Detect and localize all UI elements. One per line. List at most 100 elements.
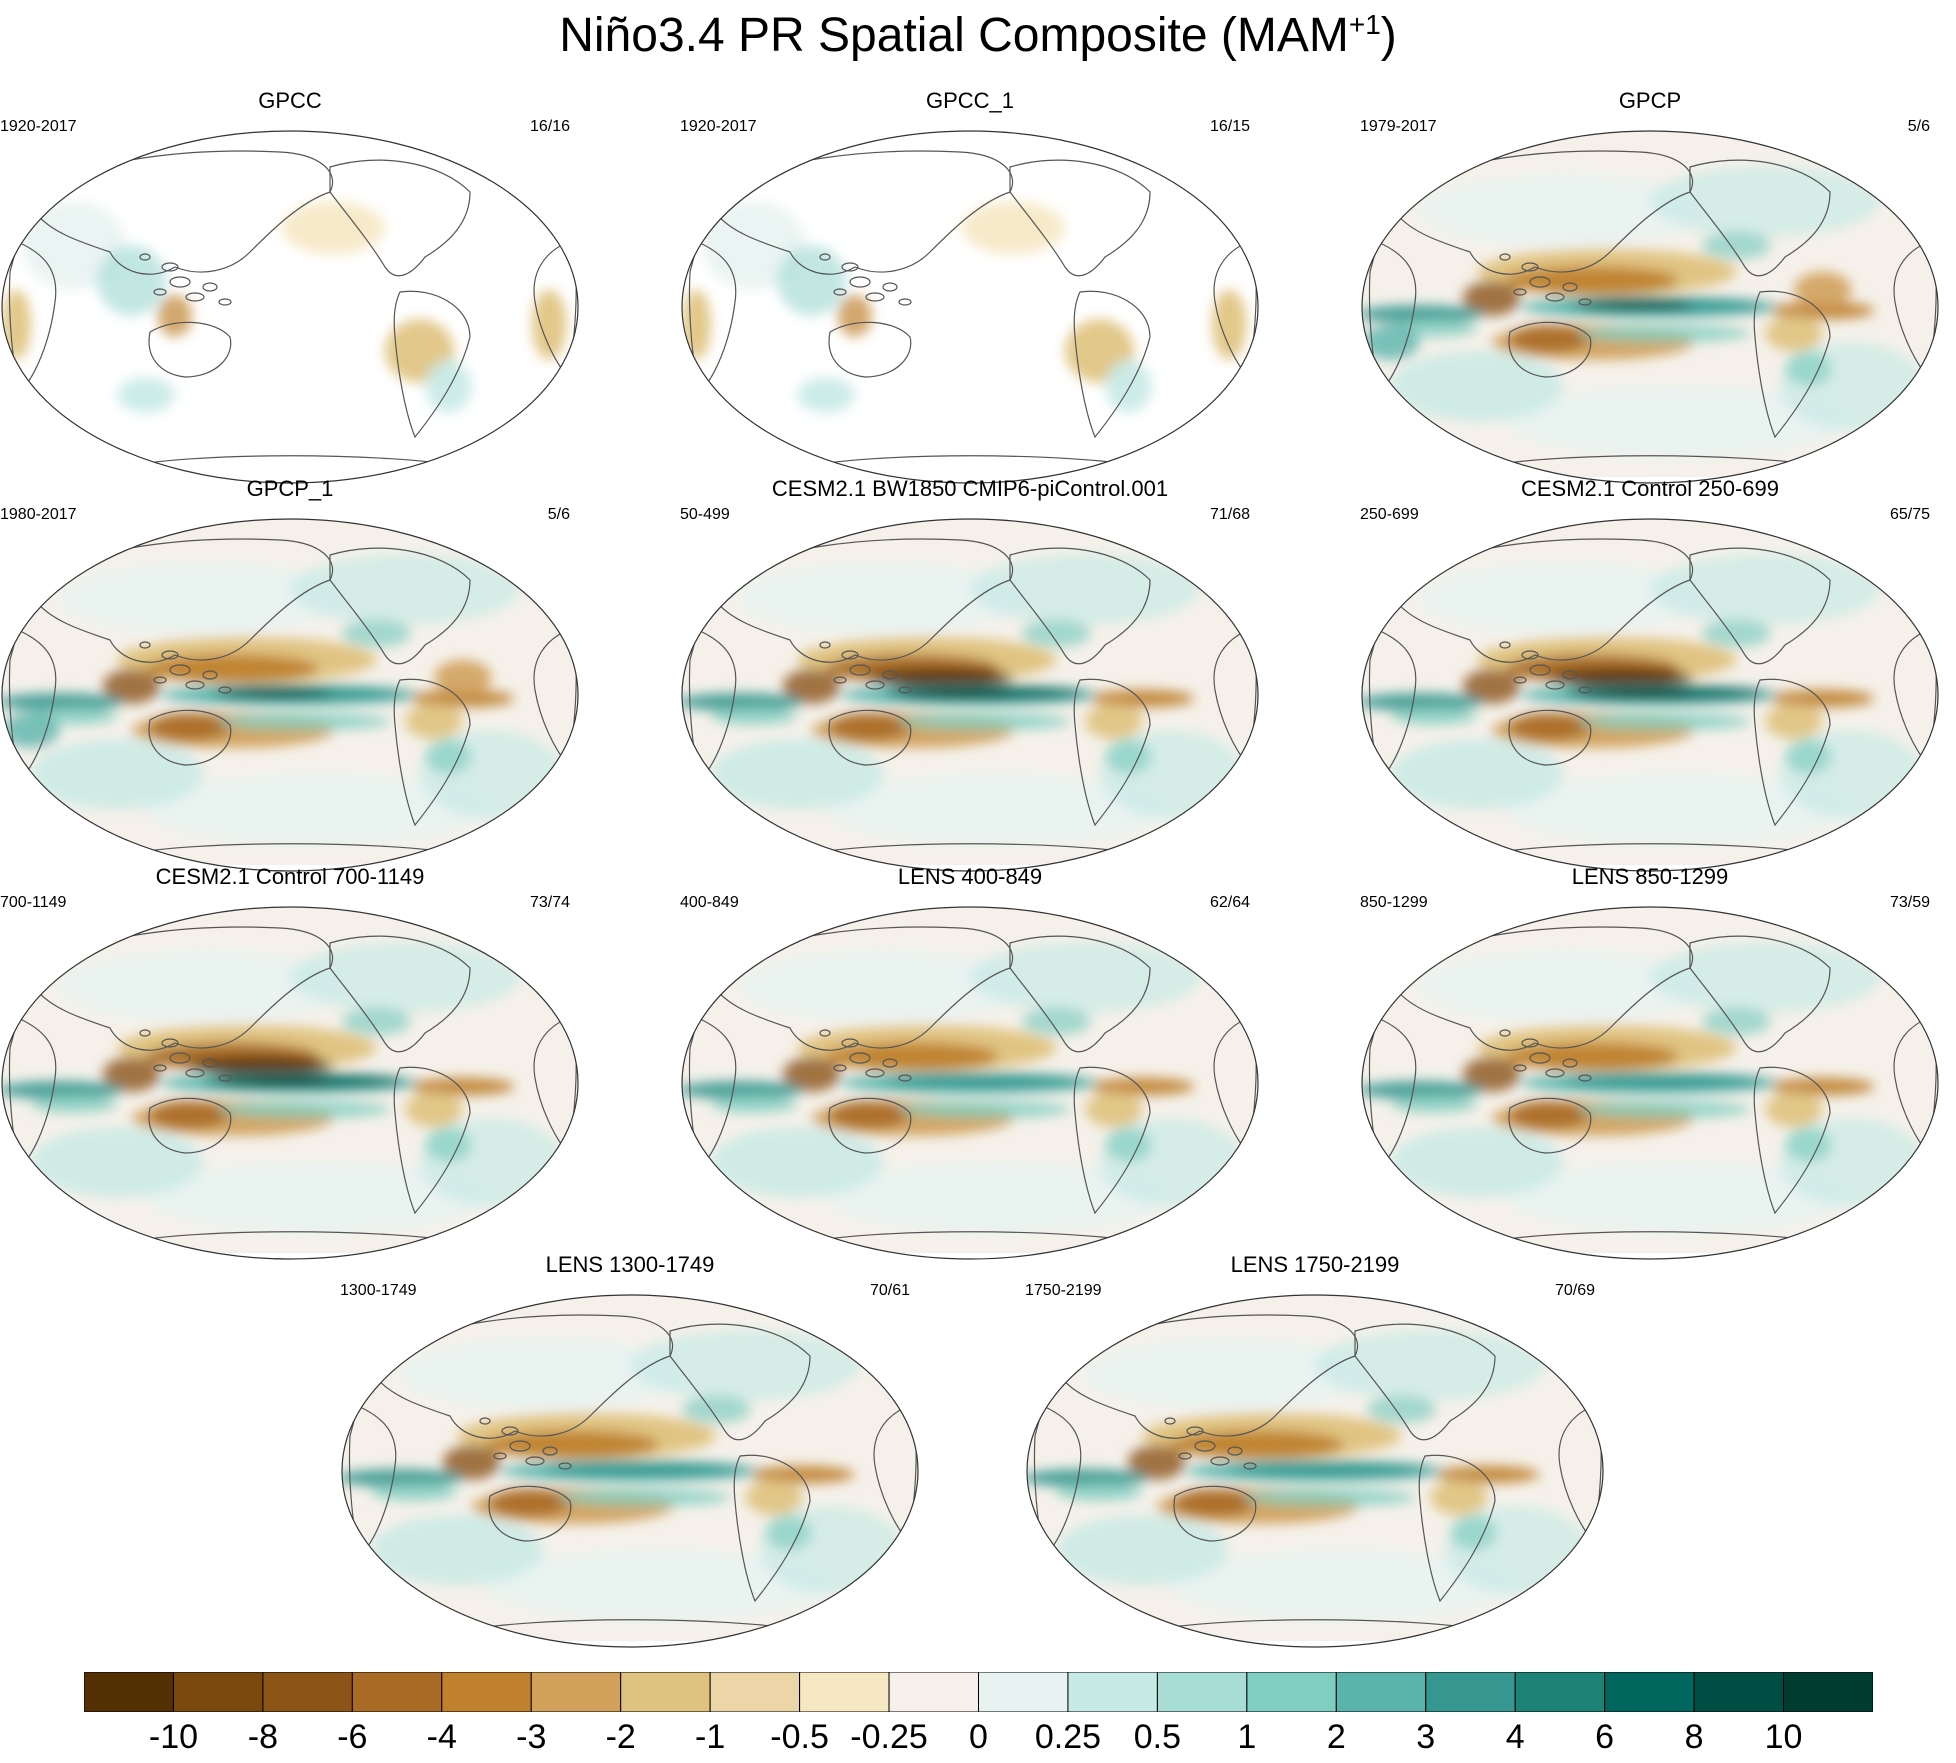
map-border (1361, 130, 1939, 484)
anomaly-blob (30, 1095, 118, 1113)
coastline-island (161, 262, 179, 272)
coastline-island (218, 686, 232, 694)
anomaly-blob (1506, 1042, 1679, 1071)
coastline-namerica (1689, 159, 1831, 277)
anomaly-blob (1770, 1077, 1875, 1096)
coastline-island (479, 1417, 491, 1425)
map-background (682, 131, 1258, 477)
panel-count: 73/59 (1889, 894, 1930, 911)
panel-title: LENS 1750-2199 (1230, 1252, 1400, 1277)
anomaly-blob (1021, 619, 1091, 648)
coastline-africa (688, 629, 737, 782)
anomaly-blob (1171, 1430, 1344, 1459)
anomaly-blob (102, 1056, 161, 1092)
anomaly-blob (218, 1100, 391, 1119)
coastline-namerica (1009, 935, 1151, 1053)
anomaly-blob (1508, 324, 1590, 353)
anomaly-blob (1021, 1007, 1091, 1036)
panel-years: 1920-2017 (0, 118, 77, 135)
anomaly-blob (1055, 1483, 1143, 1501)
panel-count: 16/15 (1209, 118, 1250, 135)
colorbar-tick-label: -6 (337, 1718, 368, 1756)
anomaly-blob (1549, 668, 1694, 687)
anomaly-blob (1228, 1462, 1431, 1477)
coastline-samerica (1073, 678, 1151, 827)
coastline-island (1178, 1452, 1192, 1460)
anomaly-blob (1450, 1515, 1497, 1551)
anomaly-blob (1435, 1465, 1540, 1484)
anomaly-blob (710, 1095, 798, 1113)
coastline-island (1562, 1058, 1578, 1068)
anomaly-blob (1508, 1100, 1590, 1129)
colorbar-tick-label: -1 (695, 1718, 726, 1756)
anomaly-blob (682, 1081, 803, 1099)
coastline-island (1578, 1074, 1592, 1082)
coastline-island (841, 262, 859, 272)
panel-title: LENS 1300-1749 (545, 1252, 715, 1277)
anomaly-blob (1055, 1515, 1229, 1586)
coastline-island (202, 282, 218, 292)
coastline-island (161, 1038, 179, 1048)
anomaly-blob (2, 693, 123, 711)
anomaly-blob (1578, 687, 1694, 699)
coastline-namerica (1354, 1323, 1496, 1441)
coastline-island (819, 253, 831, 261)
coastline-island (1164, 1417, 1176, 1425)
anomaly-blob (97, 245, 167, 316)
coastline-africa (1368, 629, 1417, 782)
anomaly-blob (745, 1479, 803, 1515)
coastline-australia (148, 709, 232, 766)
coastline-island (169, 276, 191, 288)
anomaly-blob (1243, 1488, 1416, 1507)
anomaly-blob (1650, 166, 1881, 237)
coastline-island (898, 298, 912, 306)
map-panel: GPCC_1 1920-2017 16/15 (680, 88, 1260, 484)
anomaly-blob (1462, 668, 1521, 704)
panel-count: 70/61 (869, 1282, 910, 1299)
anomaly-blob (837, 294, 873, 337)
figure-title: Niño3.4 PR Spatial Composite (MAM+1) (559, 9, 1397, 62)
anomaly-blob (488, 1488, 570, 1517)
anomaly-blob (1090, 689, 1195, 708)
coastline-island (833, 1064, 847, 1072)
anomaly-blob (1390, 707, 1478, 725)
colorbar-labels: -10 -8 -6 -4 -3 -2 -1 -0.5 -0.25 0 0.25 0.5 1 2 3 4 6 8 10 (0, 1718, 1956, 1762)
anomaly-blob (2, 289, 31, 360)
coastline-island (1545, 680, 1565, 690)
colorbar-swatch (530, 1672, 622, 1712)
anomaly-blob (281, 201, 386, 255)
colorbar-tick-label: -8 (247, 1718, 279, 1756)
colorbar-tick-label: -2 (605, 1718, 636, 1756)
coastline-africa (1368, 1017, 1417, 1170)
coastline-island (882, 282, 898, 292)
anomaly-blob (1701, 231, 1771, 260)
anomaly-blob (1508, 712, 1590, 741)
colorbar-swatch (1067, 1672, 1158, 1712)
coastline-africa (688, 241, 737, 394)
panel-years: 1980-2017 (0, 506, 77, 523)
colorbar-tick-label: 2 (1326, 1718, 1346, 1756)
anomaly-blob (630, 1330, 861, 1401)
anomaly-blob (1211, 289, 1247, 360)
map (1361, 130, 1939, 484)
map-border (1026, 1294, 1604, 1648)
coastline-eurasia (714, 538, 1014, 663)
anomaly-blob (370, 1515, 544, 1586)
coastline-africa2 (1213, 1017, 1257, 1155)
coastline-australia (488, 1485, 572, 1542)
coastline-australia (148, 1097, 232, 1154)
coastline-africa (1368, 241, 1417, 394)
coastline-eurasia (34, 150, 334, 275)
map-panel: LENS 1300-1749 1300-1749 70/61 (340, 1252, 920, 1648)
anomaly-blob (1563, 1074, 1766, 1089)
colorbar-tick-label: 3 (1416, 1718, 1436, 1756)
map (1, 906, 579, 1260)
coastline-island (833, 288, 847, 296)
panel-count: 16/16 (529, 118, 570, 135)
anomaly-blob (1578, 712, 1751, 731)
coastline-africa (688, 1017, 737, 1170)
anomaly-blob (1362, 1081, 1483, 1099)
coastline-island (1210, 1456, 1230, 1466)
anomaly-blob (341, 1007, 411, 1036)
coastline-island (1194, 1440, 1216, 1452)
